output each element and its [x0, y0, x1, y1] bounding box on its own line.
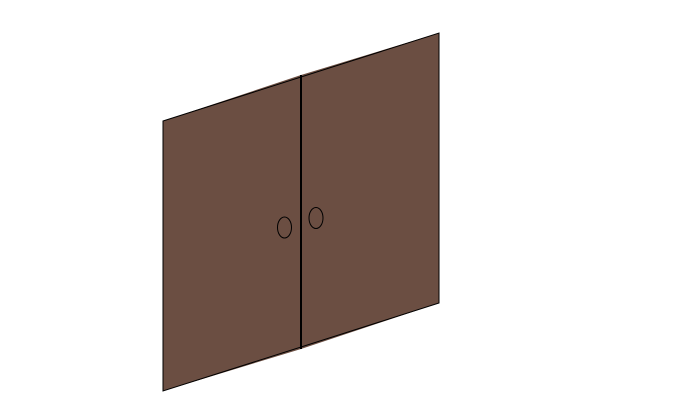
right-door-knob	[308, 207, 324, 229]
left-door-panel	[163, 75, 301, 391]
door-outline	[162, 32, 440, 392]
left-door-knob	[277, 216, 292, 239]
right-door-panel	[301, 33, 439, 349]
